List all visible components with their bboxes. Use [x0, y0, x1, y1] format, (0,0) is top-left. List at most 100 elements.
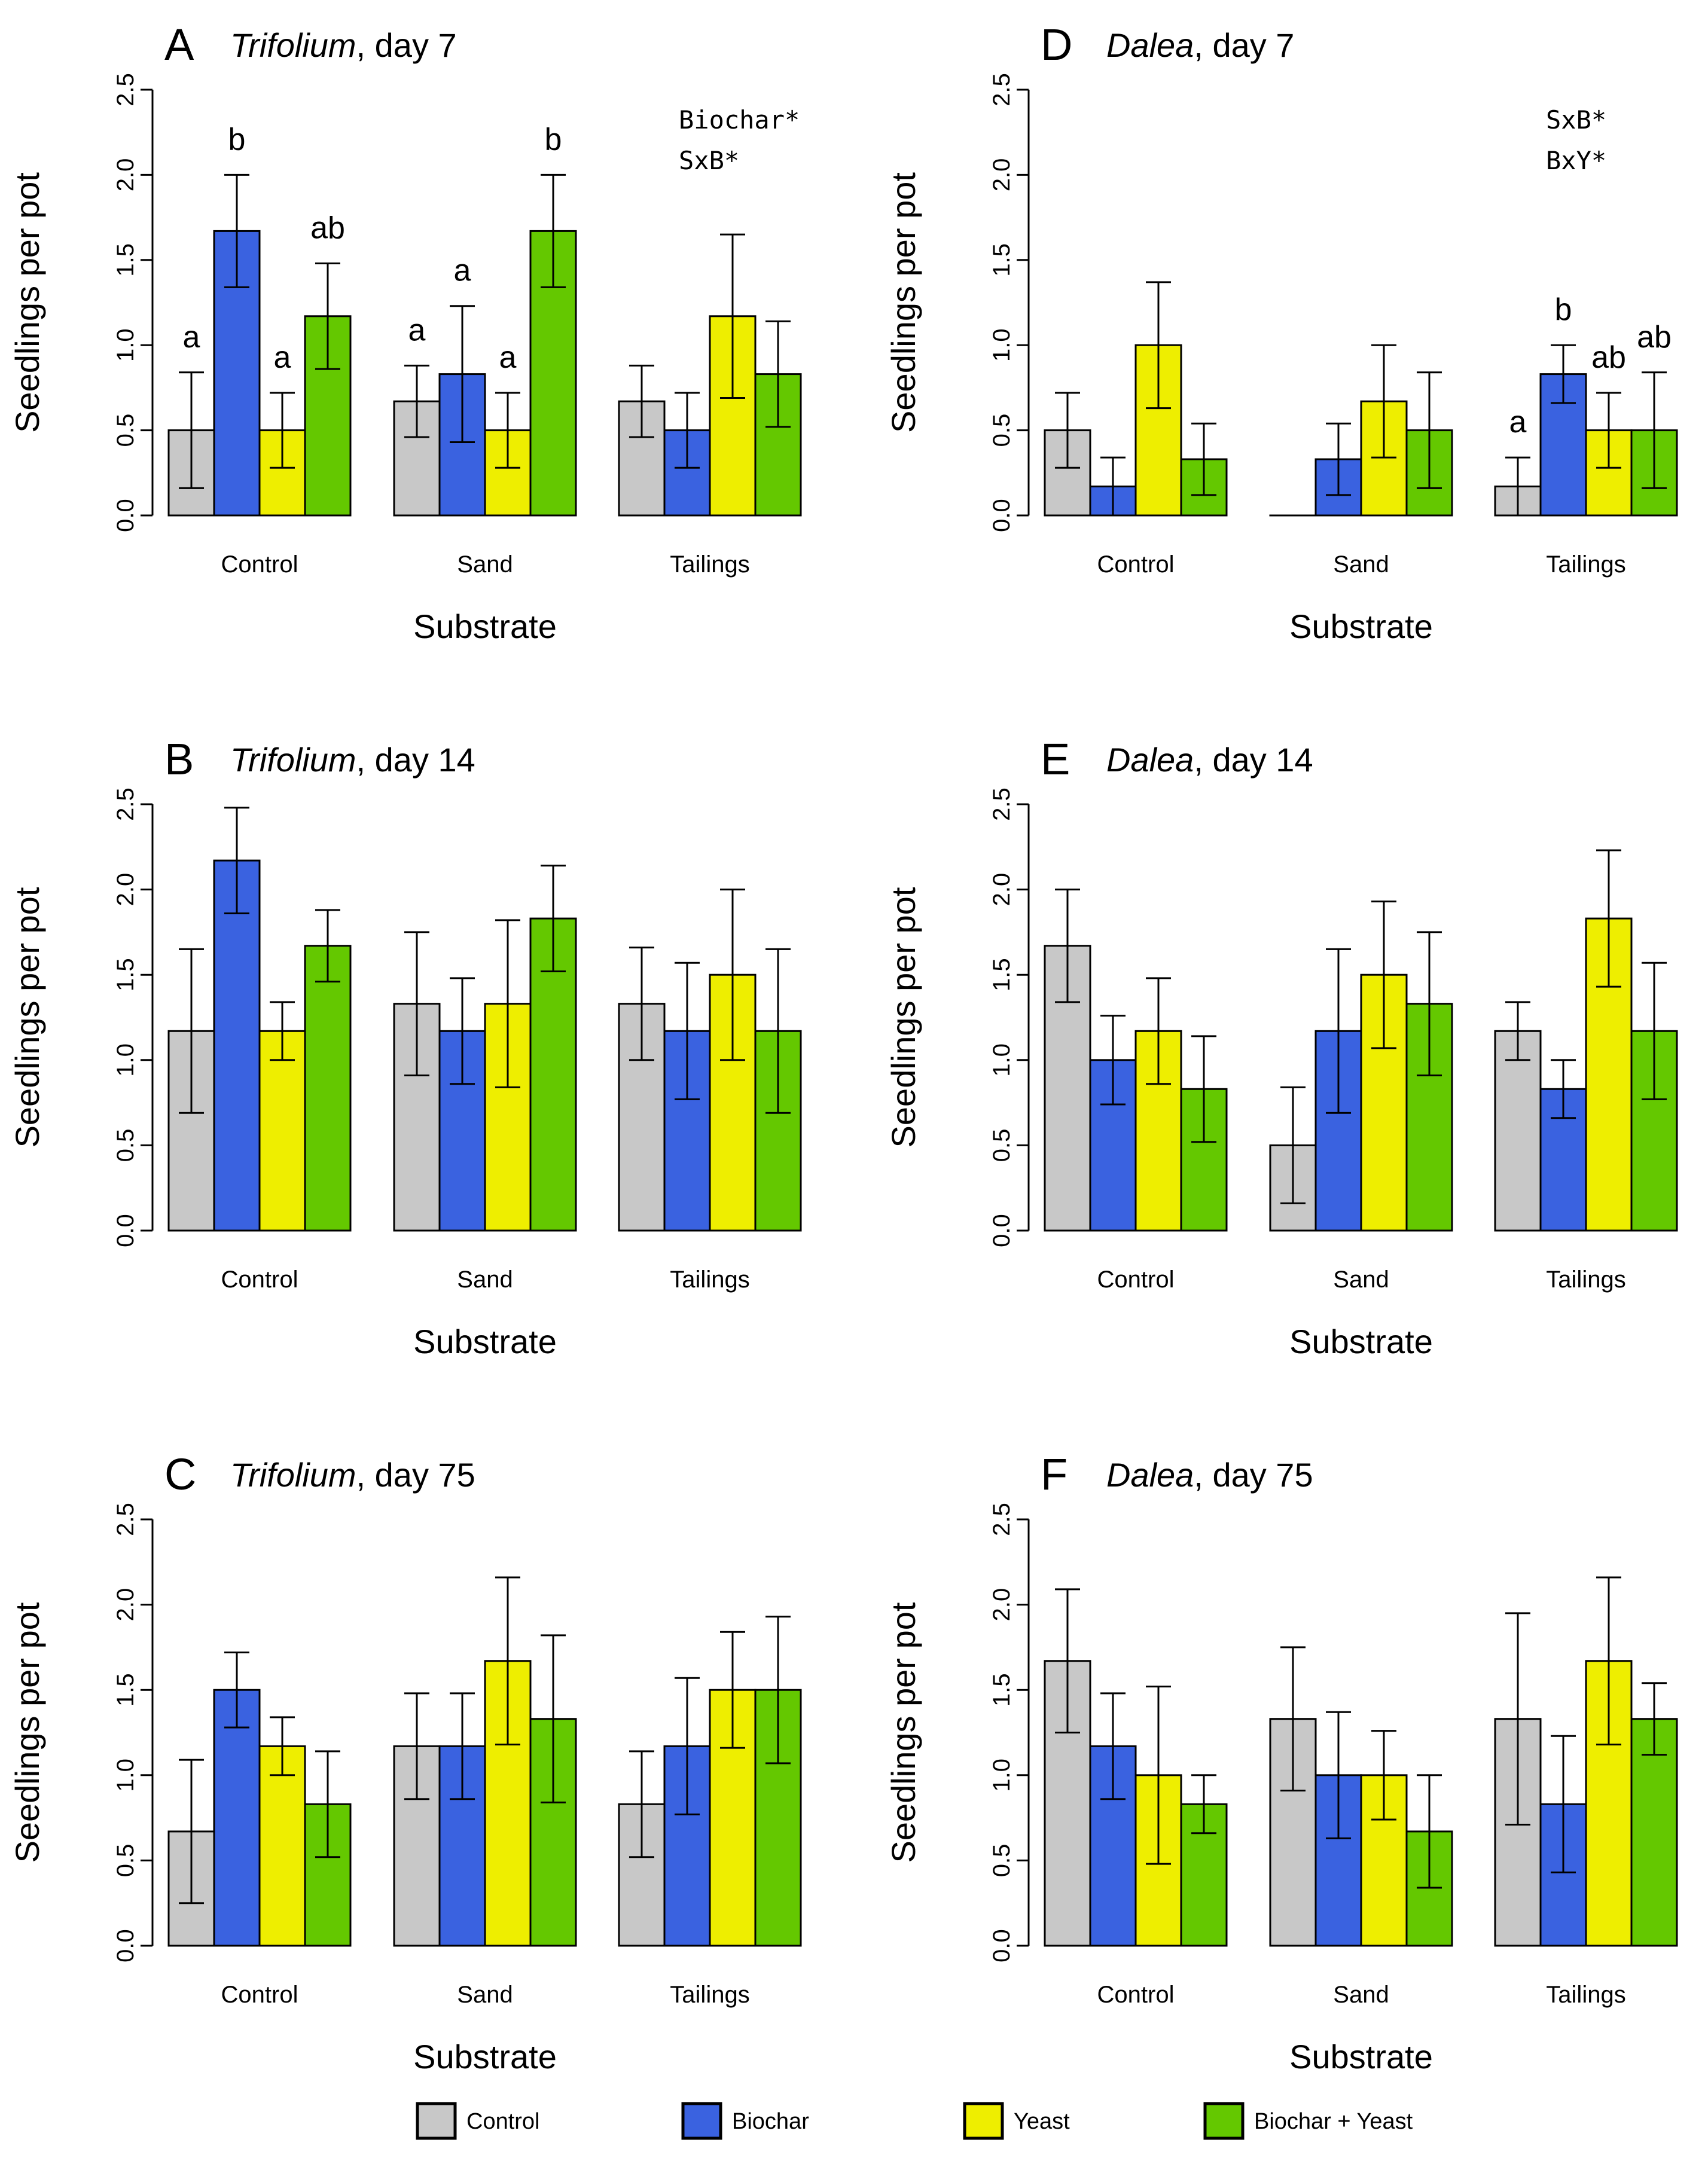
y-tick-label: 1.5 — [112, 1673, 139, 1707]
y-tick-label: 0.5 — [989, 414, 1015, 447]
bar — [1630, 1030, 1678, 1232]
y-tick-label: 2.0 — [112, 158, 139, 192]
group-label: Control — [221, 1266, 298, 1293]
significance-letter: b — [228, 122, 246, 157]
group-label: Tailings — [1546, 1266, 1625, 1293]
legend-swatch — [416, 2102, 457, 2140]
y-tick-label: 0.0 — [112, 1929, 139, 1962]
panel-title: Trifolium, day 7 — [230, 26, 457, 64]
significance-letter: ab — [1637, 320, 1672, 355]
y-tick-label: 2.0 — [112, 1588, 139, 1622]
y-tick-label: 1.0 — [989, 1759, 1015, 1792]
panel-letter: B — [164, 734, 194, 784]
panel-f: F Dalea, day 75 0.0 0.5 1.0 1.5 2.0 2.5 Seedling… — [884, 1449, 1678, 2075]
legend: Control Biochar Yeast Biochar + Yeast — [416, 2102, 1413, 2140]
panel-e: E Dalea, day 14 0.0 0.5 1.0 1.5 2.0 2.5 Seedling… — [884, 734, 1678, 1360]
bar — [1494, 1030, 1542, 1232]
y-tick-label: 0.0 — [989, 1929, 1015, 1962]
significance-letter: a — [183, 320, 200, 355]
panel-c: C Trifolium, day 75 0.0 0.5 1.0 1.5 2.0 2.5 Seed… — [8, 1449, 802, 2075]
panel-b: B Trifolium, day 14 0.0 0.5 1.0 1.5 2.0 2.5 Seed… — [8, 734, 802, 1360]
y-tick-label: 0.0 — [112, 499, 139, 532]
bar — [709, 973, 757, 1232]
y-tick-label: 0.0 — [989, 499, 1015, 532]
day-label: , day 75 — [356, 1456, 475, 1494]
y-axis-label: Seedlings per pot — [884, 1602, 922, 1863]
anova-annotation: Biochar* — [679, 105, 800, 135]
significance-letter: a — [454, 254, 471, 288]
group-label: Control — [221, 1982, 298, 2008]
group-label: Tailings — [1546, 1982, 1625, 2008]
panel-title: Dalea, day 75 — [1106, 1456, 1313, 1494]
group-label: Tailings — [670, 1982, 749, 2008]
y-axis-label: Seedlings per pot — [884, 887, 922, 1147]
x-axis-label: Substrate — [413, 2038, 557, 2075]
y-tick-label: 2.5 — [989, 73, 1015, 106]
group-label: Control — [1097, 1266, 1175, 1293]
y-tick-label: 1.5 — [989, 1673, 1015, 1707]
legend-label: Biochar — [732, 2109, 809, 2134]
group-label: Sand — [1333, 1982, 1389, 2008]
x-axis-label: Substrate — [413, 608, 557, 645]
y-tick-label: 1.5 — [989, 243, 1015, 277]
group-label: Tailings — [670, 1266, 749, 1293]
y-tick-label: 2.0 — [989, 1588, 1015, 1622]
species-name: Dalea — [1106, 1456, 1194, 1494]
day-label: , day 14 — [356, 741, 475, 779]
anova-annotation: BxY* — [1546, 146, 1606, 175]
y-axis-label: Seedlings per pot — [8, 1602, 46, 1863]
y-tick-label: 2.0 — [989, 873, 1015, 906]
y-tick-label: 2.5 — [112, 787, 139, 821]
bar — [1630, 1718, 1678, 1947]
significance-letter: ab — [310, 210, 345, 245]
y-tick-label: 1.5 — [112, 243, 139, 277]
y-tick-label: 0.5 — [112, 1129, 139, 1162]
legend-swatch — [681, 2102, 722, 2140]
day-label: , day 14 — [1194, 741, 1313, 779]
panel-title: Trifolium, day 75 — [230, 1456, 475, 1494]
group-label: Control — [1097, 1982, 1175, 2008]
y-tick-label: 1.0 — [989, 328, 1015, 362]
y-tick-label: 1.0 — [112, 1043, 139, 1077]
y-tick-label: 2.0 — [989, 158, 1015, 192]
y-tick-label: 0.5 — [989, 1844, 1015, 1878]
x-axis-label: Substrate — [1289, 1323, 1433, 1360]
species-name: Trifolium — [230, 1456, 356, 1494]
bar — [258, 1030, 306, 1232]
legend-swatch — [963, 2102, 1004, 2140]
group-label: Sand — [457, 1982, 513, 2008]
x-axis-label: Substrate — [1289, 2038, 1433, 2075]
y-tick-label: 0.5 — [989, 1129, 1015, 1162]
y-tick-label: 0.5 — [112, 1844, 139, 1878]
y-tick-label: 1.0 — [112, 328, 139, 362]
significance-letter: a — [408, 313, 426, 347]
y-axis-label: Seedlings per pot — [8, 887, 46, 1147]
group-label: Sand — [1333, 1266, 1389, 1293]
x-axis-label: Substrate — [1289, 608, 1433, 645]
y-tick-label: 0.5 — [112, 414, 139, 447]
panel-letter: E — [1041, 734, 1070, 784]
panel-d: D Dalea, day 7 0.0 0.5 1.0 1.5 2.0 2.5 Seedlings… — [884, 20, 1678, 645]
y-tick-label: 1.5 — [112, 958, 139, 991]
panel-a: A Trifolium, day 7 0.0 0.5 1.0 1.5 2.0 2.5 Seedl… — [8, 20, 802, 645]
panel-letter: C — [164, 1449, 196, 1499]
bar — [1044, 1660, 1091, 1947]
group-label: Control — [1097, 551, 1175, 578]
y-axis-label: Seedlings per pot — [884, 172, 922, 433]
group-label: Sand — [457, 1266, 513, 1293]
species-name: Dalea — [1106, 26, 1194, 64]
anova-annotation: SxB* — [679, 146, 739, 175]
species-name: Trifolium — [230, 741, 356, 779]
y-tick-label: 1.0 — [112, 1759, 139, 1792]
legend-label: Biochar + Yeast — [1254, 2109, 1413, 2134]
significance-letter: ab — [1591, 340, 1626, 375]
group-label: Tailings — [670, 551, 749, 578]
day-label: , day 75 — [1194, 1456, 1313, 1494]
y-tick-label: 2.5 — [112, 73, 139, 106]
significance-letter: a — [499, 340, 517, 375]
bar — [213, 859, 261, 1232]
y-tick-label: 2.5 — [989, 1503, 1015, 1536]
legend-label: Yeast — [1014, 2109, 1070, 2134]
species-name: Trifolium — [230, 26, 356, 64]
